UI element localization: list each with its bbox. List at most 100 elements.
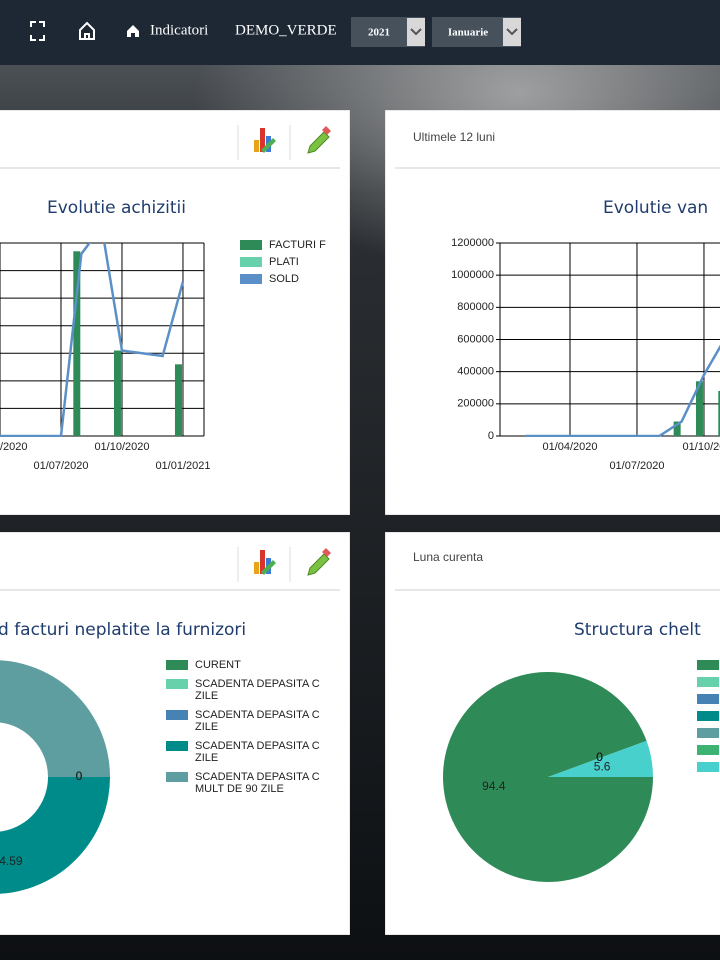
company-name: DEMO_VERDE [235, 22, 337, 38]
x-tick-label: 01/01/2021 [155, 460, 210, 472]
bar [174, 364, 182, 436]
x-tick-label: 01/04/2020 [0, 441, 28, 453]
slice-label: 0 [596, 750, 603, 764]
icon-part [261, 138, 276, 153]
month-select[interactable]: Ianuarie [432, 17, 521, 47]
legend-label: ZILE [195, 752, 218, 764]
chart-settings-icon[interactable] [254, 128, 276, 153]
select-value: 2021 [368, 27, 390, 39]
slice [443, 671, 653, 882]
bar [695, 381, 703, 436]
bar [673, 421, 681, 436]
legend-label: SCADENTA DEPASITA C [195, 740, 320, 752]
panel: Ultimele 12 luni Evolutie van 0 200000 40000… [385, 110, 720, 515]
panels: Evolutie achizitii01/04/202001/07/202001… [0, 110, 720, 935]
legend-swatch [697, 660, 719, 670]
edit-icon[interactable] [307, 126, 331, 154]
edit-icon[interactable] [307, 548, 331, 576]
chart-title: Structura chelt [574, 620, 701, 640]
legend-swatch [697, 711, 719, 721]
chevron [506, 28, 518, 36]
y-tick-label: 1200000 [451, 237, 494, 249]
slice-label: 0 [76, 769, 83, 783]
x-tick-label: 01/10/20 [683, 441, 720, 453]
x-tick-label: 01/07/2020 [33, 460, 88, 472]
legend-swatch [697, 677, 719, 687]
slice-label: 5.6 [594, 760, 611, 774]
line [0, 243, 185, 437]
slice [0, 777, 110, 894]
icon-part [260, 550, 265, 574]
chart-settings-icon[interactable] [254, 550, 276, 575]
chart-title: Evolutie van [603, 198, 708, 218]
fullscreen-icon[interactable] [30, 21, 45, 41]
select-button[interactable] [503, 18, 521, 46]
indicatori-link[interactable]: Indicatori [127, 22, 208, 38]
slice-label: 0 [596, 750, 603, 764]
legend-swatch [240, 257, 262, 267]
legend-swatch [166, 710, 188, 720]
plot-area [525, 344, 720, 437]
x-tick-label: 01/07/2020 [609, 460, 664, 472]
legend-swatch [166, 741, 188, 751]
legend-swatch [697, 694, 719, 704]
slice-label: 44.59 [0, 854, 23, 868]
legend-label: SOLD [269, 273, 299, 285]
legend-label: SCADENTA DEPASITA C [195, 709, 320, 721]
icon-part [254, 140, 259, 152]
panel-subtitle: Luna curenta [413, 550, 483, 564]
slice-label: 94.4 [482, 779, 506, 793]
legend-label: ZILE [195, 721, 218, 733]
slice-label: 0 [596, 750, 603, 764]
legend-swatch [166, 679, 188, 689]
y-tick-label: 400000 [457, 366, 494, 378]
panel: d facturi neplatite la furnizori00044.59… [0, 532, 350, 935]
panel-subtitle: Ultimele 12 luni [413, 130, 495, 144]
legend-swatch [240, 240, 262, 250]
icon-part [322, 548, 331, 557]
plot-area [0, 243, 185, 437]
x-tick-label: 01/04/2020 [542, 441, 597, 453]
bar [113, 350, 121, 436]
y-tick-label: 0 [488, 430, 494, 442]
legend-label: MULT DE 90 ZILE [195, 783, 284, 795]
legend-label: ZILE [195, 690, 218, 702]
slice [548, 740, 653, 777]
chevron [410, 28, 422, 36]
legend-swatch [166, 660, 188, 670]
slice-label: 0 [76, 769, 83, 783]
nav-link[interactable]: Indicatori [150, 22, 208, 38]
legend-label: CURENT [195, 659, 241, 671]
select-button[interactable] [407, 18, 425, 46]
panel: Evolutie achizitii 01/04/2020 01/07/2020 01… [0, 110, 350, 515]
legend-swatch [697, 745, 719, 755]
legend-swatch [697, 728, 719, 738]
home-icon[interactable] [79, 21, 95, 40]
y-tick-label: 800000 [457, 301, 494, 313]
home-small-icon [127, 25, 139, 37]
panel-background [385, 110, 720, 515]
y-tick-label: 200000 [457, 398, 494, 410]
legend-swatch [697, 762, 719, 772]
slice-label: 0 [76, 769, 83, 783]
icon-part [254, 562, 259, 574]
legend-label: SCADENTA DEPASITA C [195, 771, 320, 783]
legend-swatch [166, 772, 188, 782]
slice-label: 0 [596, 750, 603, 764]
bar [718, 390, 720, 436]
icon-part [260, 128, 265, 152]
icon-part [322, 126, 331, 135]
legend-label: SCADENTA DEPASITA C [195, 678, 320, 690]
chart-title: d facturi neplatite la furnizori [0, 620, 246, 640]
chart-title: Evolutie achizitii [47, 198, 186, 218]
y-tick-label: 600000 [457, 333, 494, 345]
line [525, 344, 720, 437]
slice-label: 0 [596, 750, 603, 764]
year-select[interactable]: 2021 [351, 17, 425, 47]
icon-part [261, 560, 276, 575]
select-value: Ianuarie [448, 27, 488, 39]
legend-label: FACTURI F [269, 239, 326, 251]
